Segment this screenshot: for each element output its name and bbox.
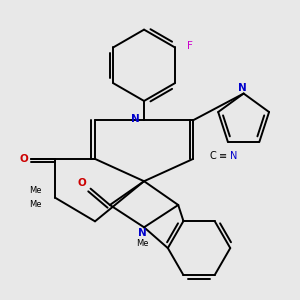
Text: N: N (230, 151, 237, 161)
Text: Me: Me (29, 186, 42, 195)
Text: N: N (238, 83, 247, 93)
Text: C: C (209, 151, 216, 161)
Text: N: N (138, 228, 147, 238)
Text: Me: Me (136, 239, 149, 248)
Text: Me: Me (29, 200, 42, 209)
Text: N: N (131, 114, 140, 124)
Text: ≡: ≡ (219, 151, 227, 161)
Text: O: O (77, 178, 86, 188)
Text: O: O (19, 154, 28, 164)
Text: F: F (187, 41, 193, 51)
